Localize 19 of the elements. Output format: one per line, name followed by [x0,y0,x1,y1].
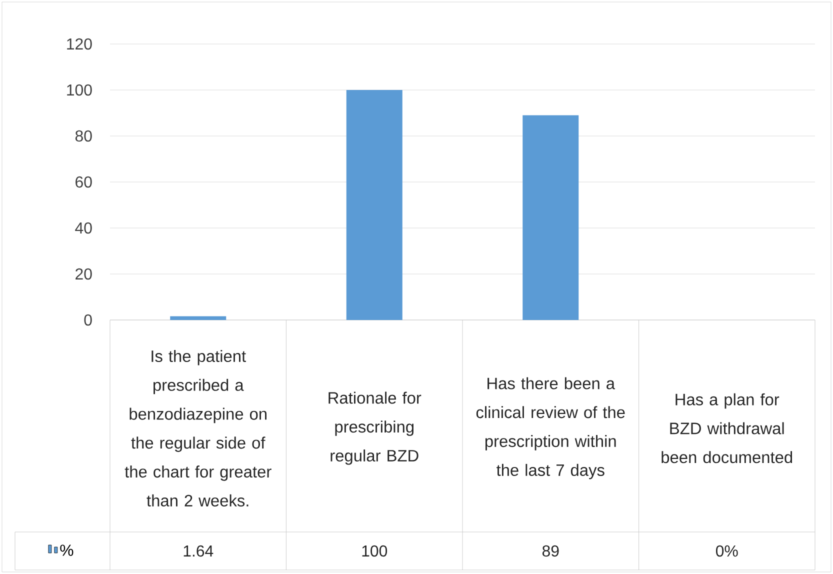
data-label: 1.64 [184,545,214,557]
x-tick-label: Has there been a clinical review of the prescription within the last 7 days [476,377,625,480]
y-tick-label: 60 [76,176,92,188]
y-tick-label: 120 [67,38,92,50]
data-label: 89 [542,545,559,557]
x-tick-label: Has a plan for BZD withdrawal been documented [662,393,792,464]
y-tick-label: 20 [76,268,92,280]
y-tick-label: 0 [84,314,92,326]
data-label: 0% [716,545,738,557]
data-label: 100 [362,545,388,557]
x-tick-label: Rationale for prescribing regular BZD [328,392,422,465]
y-tick-label: 40 [75,222,92,234]
y-tick-label: 100 [67,84,92,96]
legend-label: % [60,544,74,556]
bar [522,115,579,320]
bar [170,316,226,320]
bar [346,90,402,320]
x-tick-label: Is the patient prescribed a benzodiazepine on the regular side of the chart for greater than 2 weeks. [124,350,272,506]
y-tick-label: 80 [75,130,92,142]
